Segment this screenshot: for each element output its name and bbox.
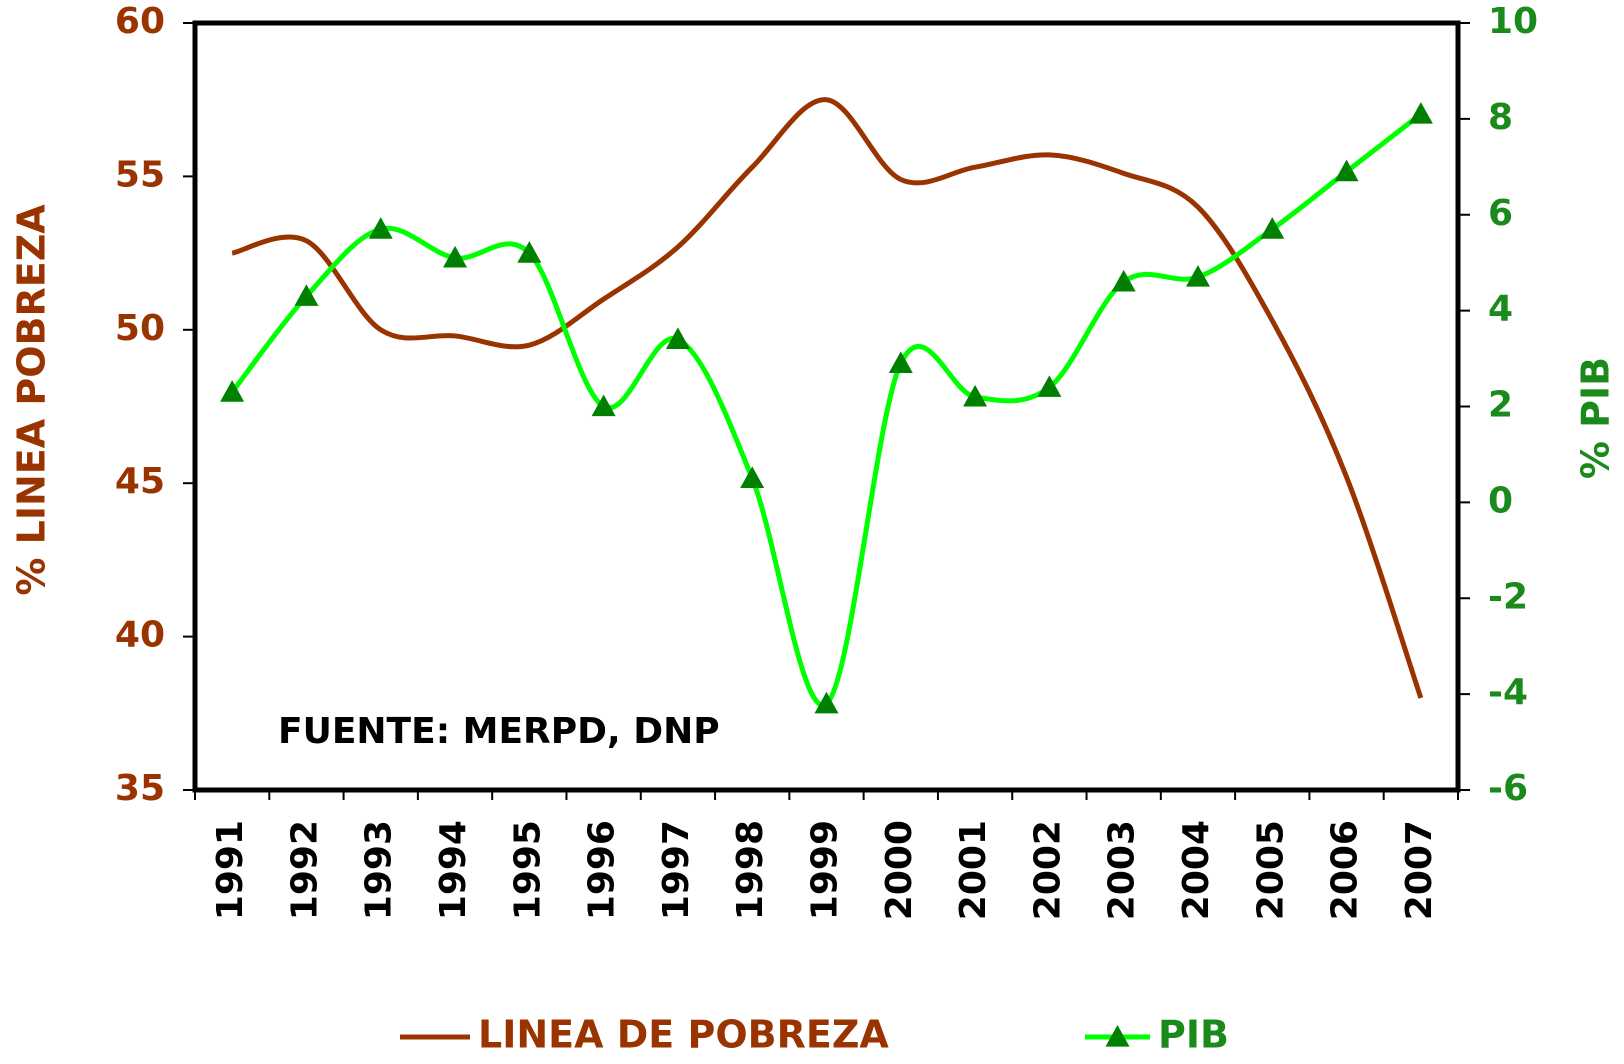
x-tick-label: 2000: [879, 820, 920, 920]
series-line: [231, 97, 1424, 699]
x-tick-label: 1999: [805, 820, 846, 920]
marker: [740, 466, 765, 489]
x-tick-label: 2007: [1399, 820, 1440, 920]
marker: [963, 384, 988, 407]
y-tick-label: 45: [115, 461, 165, 502]
y-tick-label: 55: [115, 154, 165, 195]
y-tick-label: 50: [115, 308, 165, 349]
x-tick-label: 2004: [1176, 820, 1217, 920]
x-tick-label: 2002: [1027, 820, 1068, 920]
annotation: FUENTE: MERPD, DNP: [278, 711, 720, 752]
y2-tick-label: 6: [1488, 193, 1513, 234]
marker: [1185, 265, 1210, 287]
y2-tick-label: 4: [1488, 289, 1513, 330]
y-tick-label: 40: [115, 615, 165, 656]
y2-tick-label: 0: [1488, 480, 1513, 521]
x-tick-label: 1993: [359, 820, 400, 920]
marker: [1037, 375, 1062, 397]
y2-tick-label: -2: [1488, 576, 1528, 617]
y-axis-title: % LINEA POBREZA: [10, 204, 54, 596]
marker: [1111, 269, 1136, 292]
x-tick-label: 1994: [433, 820, 474, 920]
marker: [591, 394, 616, 417]
x-tick-label: 1996: [582, 820, 623, 920]
marker: [1334, 159, 1359, 182]
marker: [665, 327, 690, 349]
y2-tick-label: -4: [1488, 672, 1528, 713]
legend-label: LINEA DE POBREZA: [478, 1013, 889, 1057]
plot-border: [192, 20, 1461, 793]
y2-tick-label: 8: [1488, 97, 1513, 138]
x-tick-label: 2001: [953, 820, 994, 920]
marker: [220, 380, 245, 402]
x-tick-label: 2006: [1325, 820, 1366, 920]
y-tick-label: 60: [115, 1, 165, 42]
marker: [814, 691, 839, 714]
marker: [1260, 217, 1285, 239]
marker: [443, 245, 468, 268]
y2-tick-label: 10: [1488, 1, 1538, 42]
marker: [888, 351, 913, 373]
series-line: [230, 112, 1423, 708]
x-tick-label: 1992: [284, 820, 325, 920]
marker: [294, 284, 319, 306]
marker: [368, 217, 393, 239]
x-tick-label: 1995: [507, 820, 548, 920]
y2-axis-title: % PIB: [1574, 357, 1618, 479]
y2-tick-label: 2: [1488, 385, 1513, 426]
y2-tick-label: -6: [1488, 768, 1528, 809]
y-tick-label: 35: [115, 768, 165, 809]
x-tick-label: 1997: [656, 820, 697, 920]
x-tick-label: 1998: [730, 820, 771, 920]
legend-marker: [1105, 1025, 1130, 1047]
marker: [517, 241, 542, 263]
marker: [1408, 102, 1433, 124]
x-tick-label: 2005: [1250, 820, 1291, 920]
x-tick-label: 1991: [210, 820, 251, 920]
legend-label: PIB: [1158, 1013, 1229, 1057]
x-tick-label: 2003: [1102, 820, 1143, 920]
